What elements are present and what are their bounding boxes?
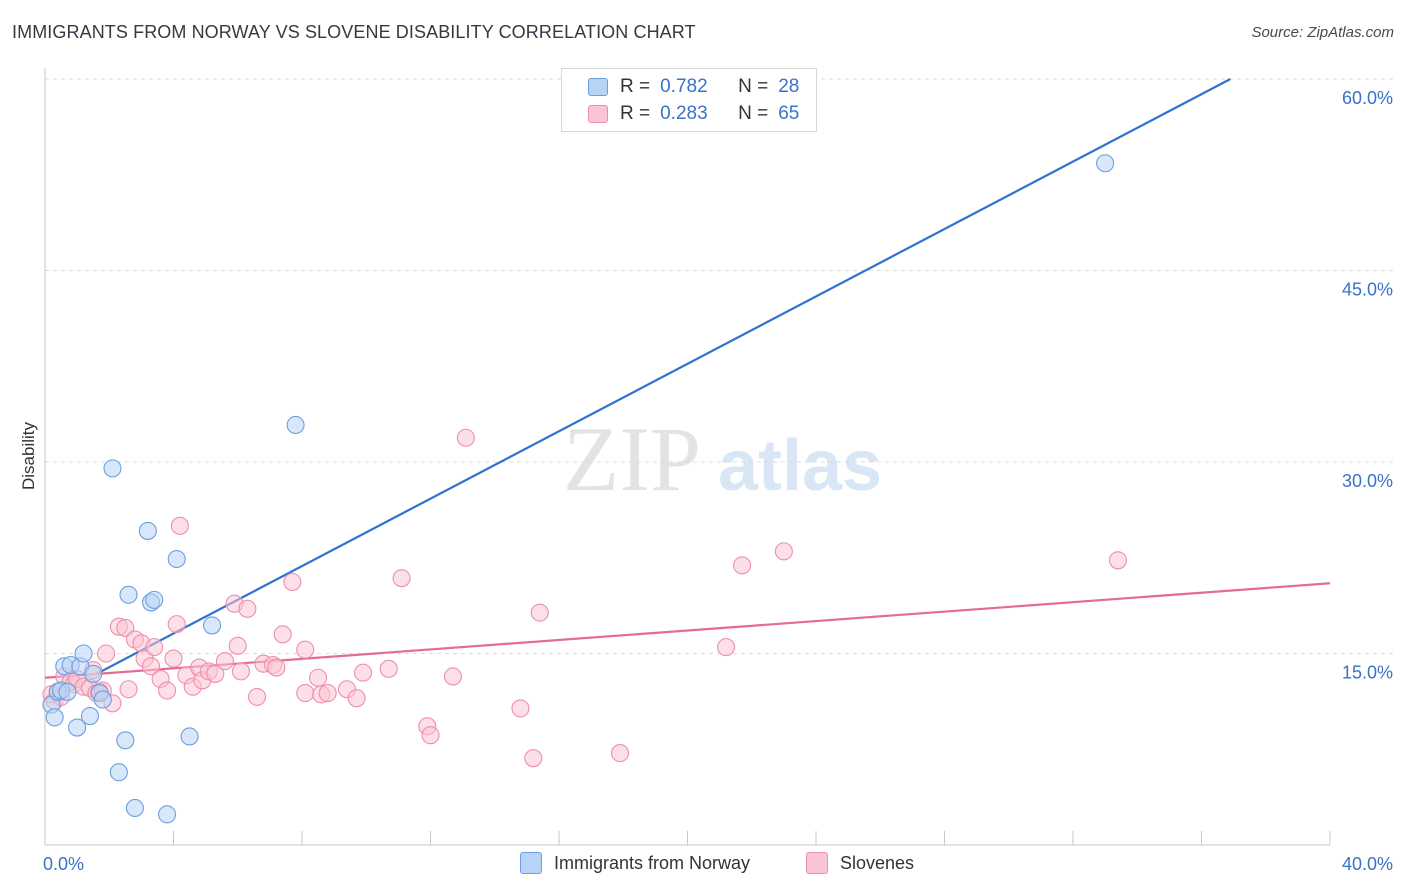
watermark-atlas: atlas	[718, 426, 882, 506]
legend-r-value-slovenes: 0.283	[660, 103, 708, 124]
norway-point	[84, 664, 103, 683]
slovene-point	[1108, 551, 1128, 570]
legend-swatch-norway	[520, 852, 542, 874]
slovene-point	[774, 542, 793, 561]
legend-label-slovenes: Slovenes	[840, 852, 915, 873]
slovene-point	[443, 667, 463, 686]
slovene-point	[283, 572, 302, 592]
legend-n-label: N =	[738, 76, 769, 97]
slovene-point	[96, 644, 116, 663]
slovene-point	[610, 744, 630, 763]
legend-n-value-norway: 28	[778, 76, 800, 97]
slovene-point	[247, 687, 267, 706]
slovene-point	[524, 749, 543, 768]
slovene-point	[145, 638, 164, 657]
norway-point	[93, 690, 112, 709]
y-tick-label: 60.0%	[1342, 88, 1393, 108]
norway-trend-line	[95, 78, 1231, 675]
slovene-point	[353, 663, 373, 682]
legend-label-norway: Immigrants from Norway	[554, 852, 751, 873]
norway-point	[74, 644, 93, 663]
norway-point	[138, 521, 157, 540]
legend-swatch-norway	[588, 78, 608, 96]
slovene-point	[141, 657, 161, 676]
y-tick-label: 45.0%	[1342, 280, 1393, 300]
legend-n-label: N =	[738, 103, 769, 124]
slovene-point	[215, 652, 234, 671]
norway-point	[167, 549, 186, 569]
norway-point	[68, 718, 87, 737]
stats-legend: R = 0.782 N = 28 R = 0.283 N = 65	[561, 68, 817, 132]
norway-point	[125, 798, 144, 818]
norway-point	[45, 708, 64, 727]
norway-point	[119, 585, 138, 604]
legend-item-slovenes[interactable]: Slovenes	[806, 852, 914, 874]
slovene-point	[273, 625, 292, 644]
norway-point	[286, 415, 305, 435]
norway-point	[109, 763, 128, 782]
slovene-point	[228, 636, 247, 655]
slovene-point	[421, 726, 440, 745]
slovene-point	[309, 668, 328, 687]
slovene-point	[296, 640, 315, 659]
norway-point	[103, 459, 122, 478]
slovene-point	[392, 569, 411, 588]
legend-n-value-slovenes: 65	[778, 103, 800, 124]
legend-r-value-norway: 0.782	[660, 76, 708, 97]
y-tick-label: 30.0%	[1342, 471, 1393, 491]
legend-row-slovenes: R = 0.283 N = 65	[588, 101, 799, 127]
slovene-point	[170, 516, 189, 535]
norway-point	[158, 805, 177, 824]
slovene-point	[511, 699, 530, 718]
slovene-point	[267, 658, 286, 677]
slovene-point	[164, 649, 183, 668]
slovene-point	[733, 556, 752, 575]
norway-point	[145, 590, 164, 609]
slovene-point	[456, 428, 475, 447]
y-axis-title: Disability	[19, 421, 38, 490]
y-tick-label: 15.0%	[1342, 663, 1393, 683]
slovene-point	[158, 681, 177, 700]
x-tick-label: 0.0%	[43, 854, 84, 874]
norway-point	[1096, 154, 1115, 173]
watermark: ZIP atlas	[563, 408, 882, 510]
norway-point	[116, 731, 135, 750]
norway-point	[203, 616, 222, 635]
slovene-point	[296, 684, 315, 703]
legend-row-norway: R = 0.782 N = 28	[588, 74, 799, 100]
trend-lines	[44, 78, 1331, 679]
tick-labels: 15.0% 30.0% 45.0% 60.0% 0.0% 40.0%	[43, 88, 1393, 874]
slovene-point	[716, 638, 736, 657]
slovene-point	[167, 615, 186, 634]
slovene-point	[347, 689, 366, 708]
chart-title: IMMIGRANTS FROM NORWAY VS SLOVENE DISABI…	[12, 22, 696, 42]
slovene-point	[530, 603, 549, 622]
watermark-zip: ZIP	[563, 408, 701, 510]
legend-swatch-slovenes	[588, 105, 608, 123]
slovene-point	[379, 659, 398, 678]
legend-swatch-slovenes	[806, 852, 828, 874]
axes	[44, 68, 1331, 846]
norway-point	[80, 707, 100, 726]
x-tick-label: 40.0%	[1342, 854, 1393, 874]
norway-point	[180, 727, 199, 746]
chart-source: Source: ZipAtlas.com	[1251, 24, 1394, 41]
gridlines	[45, 78, 1393, 654]
legend-r-label: R =	[620, 103, 651, 124]
slovene-point	[206, 664, 225, 683]
slovene-point	[318, 684, 337, 703]
slovene-point	[231, 662, 251, 681]
slovene-point	[238, 599, 257, 618]
legend-item-norway[interactable]: Immigrants from Norway	[520, 852, 750, 874]
slovene-point	[119, 680, 138, 699]
data-points	[42, 154, 1128, 824]
legend-r-label: R =	[620, 76, 651, 97]
norway-point	[58, 682, 77, 701]
